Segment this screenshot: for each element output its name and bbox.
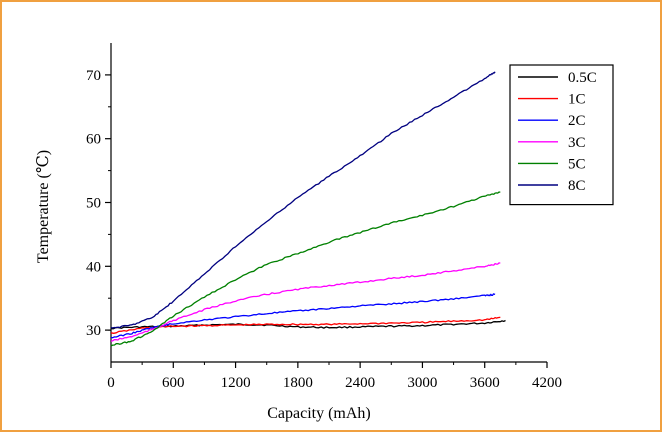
series-layer (110, 71, 506, 347)
x-tick-label: 4200 (532, 375, 562, 391)
x-tick-label: 3600 (470, 375, 500, 391)
legend-label: 5C (568, 156, 586, 172)
y-tick-label: 30 (86, 323, 101, 339)
legend-label: 2C (568, 113, 586, 129)
x-tick-label: 3000 (407, 375, 437, 391)
y-axis: 30 40 50 60 70 (86, 68, 111, 339)
x-tick-label: 1200 (221, 375, 251, 391)
series-line-2c (110, 293, 496, 339)
legend-label: 8C (568, 178, 586, 194)
series-line-1c (110, 316, 501, 334)
legend-label: 1C (568, 92, 586, 108)
x-tick-label: 0 (107, 375, 115, 391)
legend-box (509, 64, 614, 206)
x-tick-label: 600 (162, 375, 185, 391)
legend-label: 0.5C (568, 70, 597, 86)
x-tick-label: 2400 (345, 375, 375, 391)
series-line-8c (110, 71, 496, 329)
series-line-3c (110, 262, 501, 342)
y-tick-label: 40 (86, 259, 101, 275)
legend: 0.5C 1C 2C 3C 5C 8C (509, 64, 614, 206)
y-tick-label: 70 (86, 68, 101, 84)
series-line-5c (110, 191, 501, 347)
y-axis-title: Temperature (℃) (35, 150, 52, 263)
y-tick-label: 50 (86, 196, 101, 212)
y-tick-label: 60 (86, 132, 101, 148)
legend-label: 3C (568, 135, 586, 151)
x-tick-label: 1800 (283, 375, 313, 391)
x-axis: 0 600 1200 1800 2400 3000 3600 4200 (107, 362, 562, 391)
x-axis-title: Capacity (mAh) (267, 405, 371, 422)
